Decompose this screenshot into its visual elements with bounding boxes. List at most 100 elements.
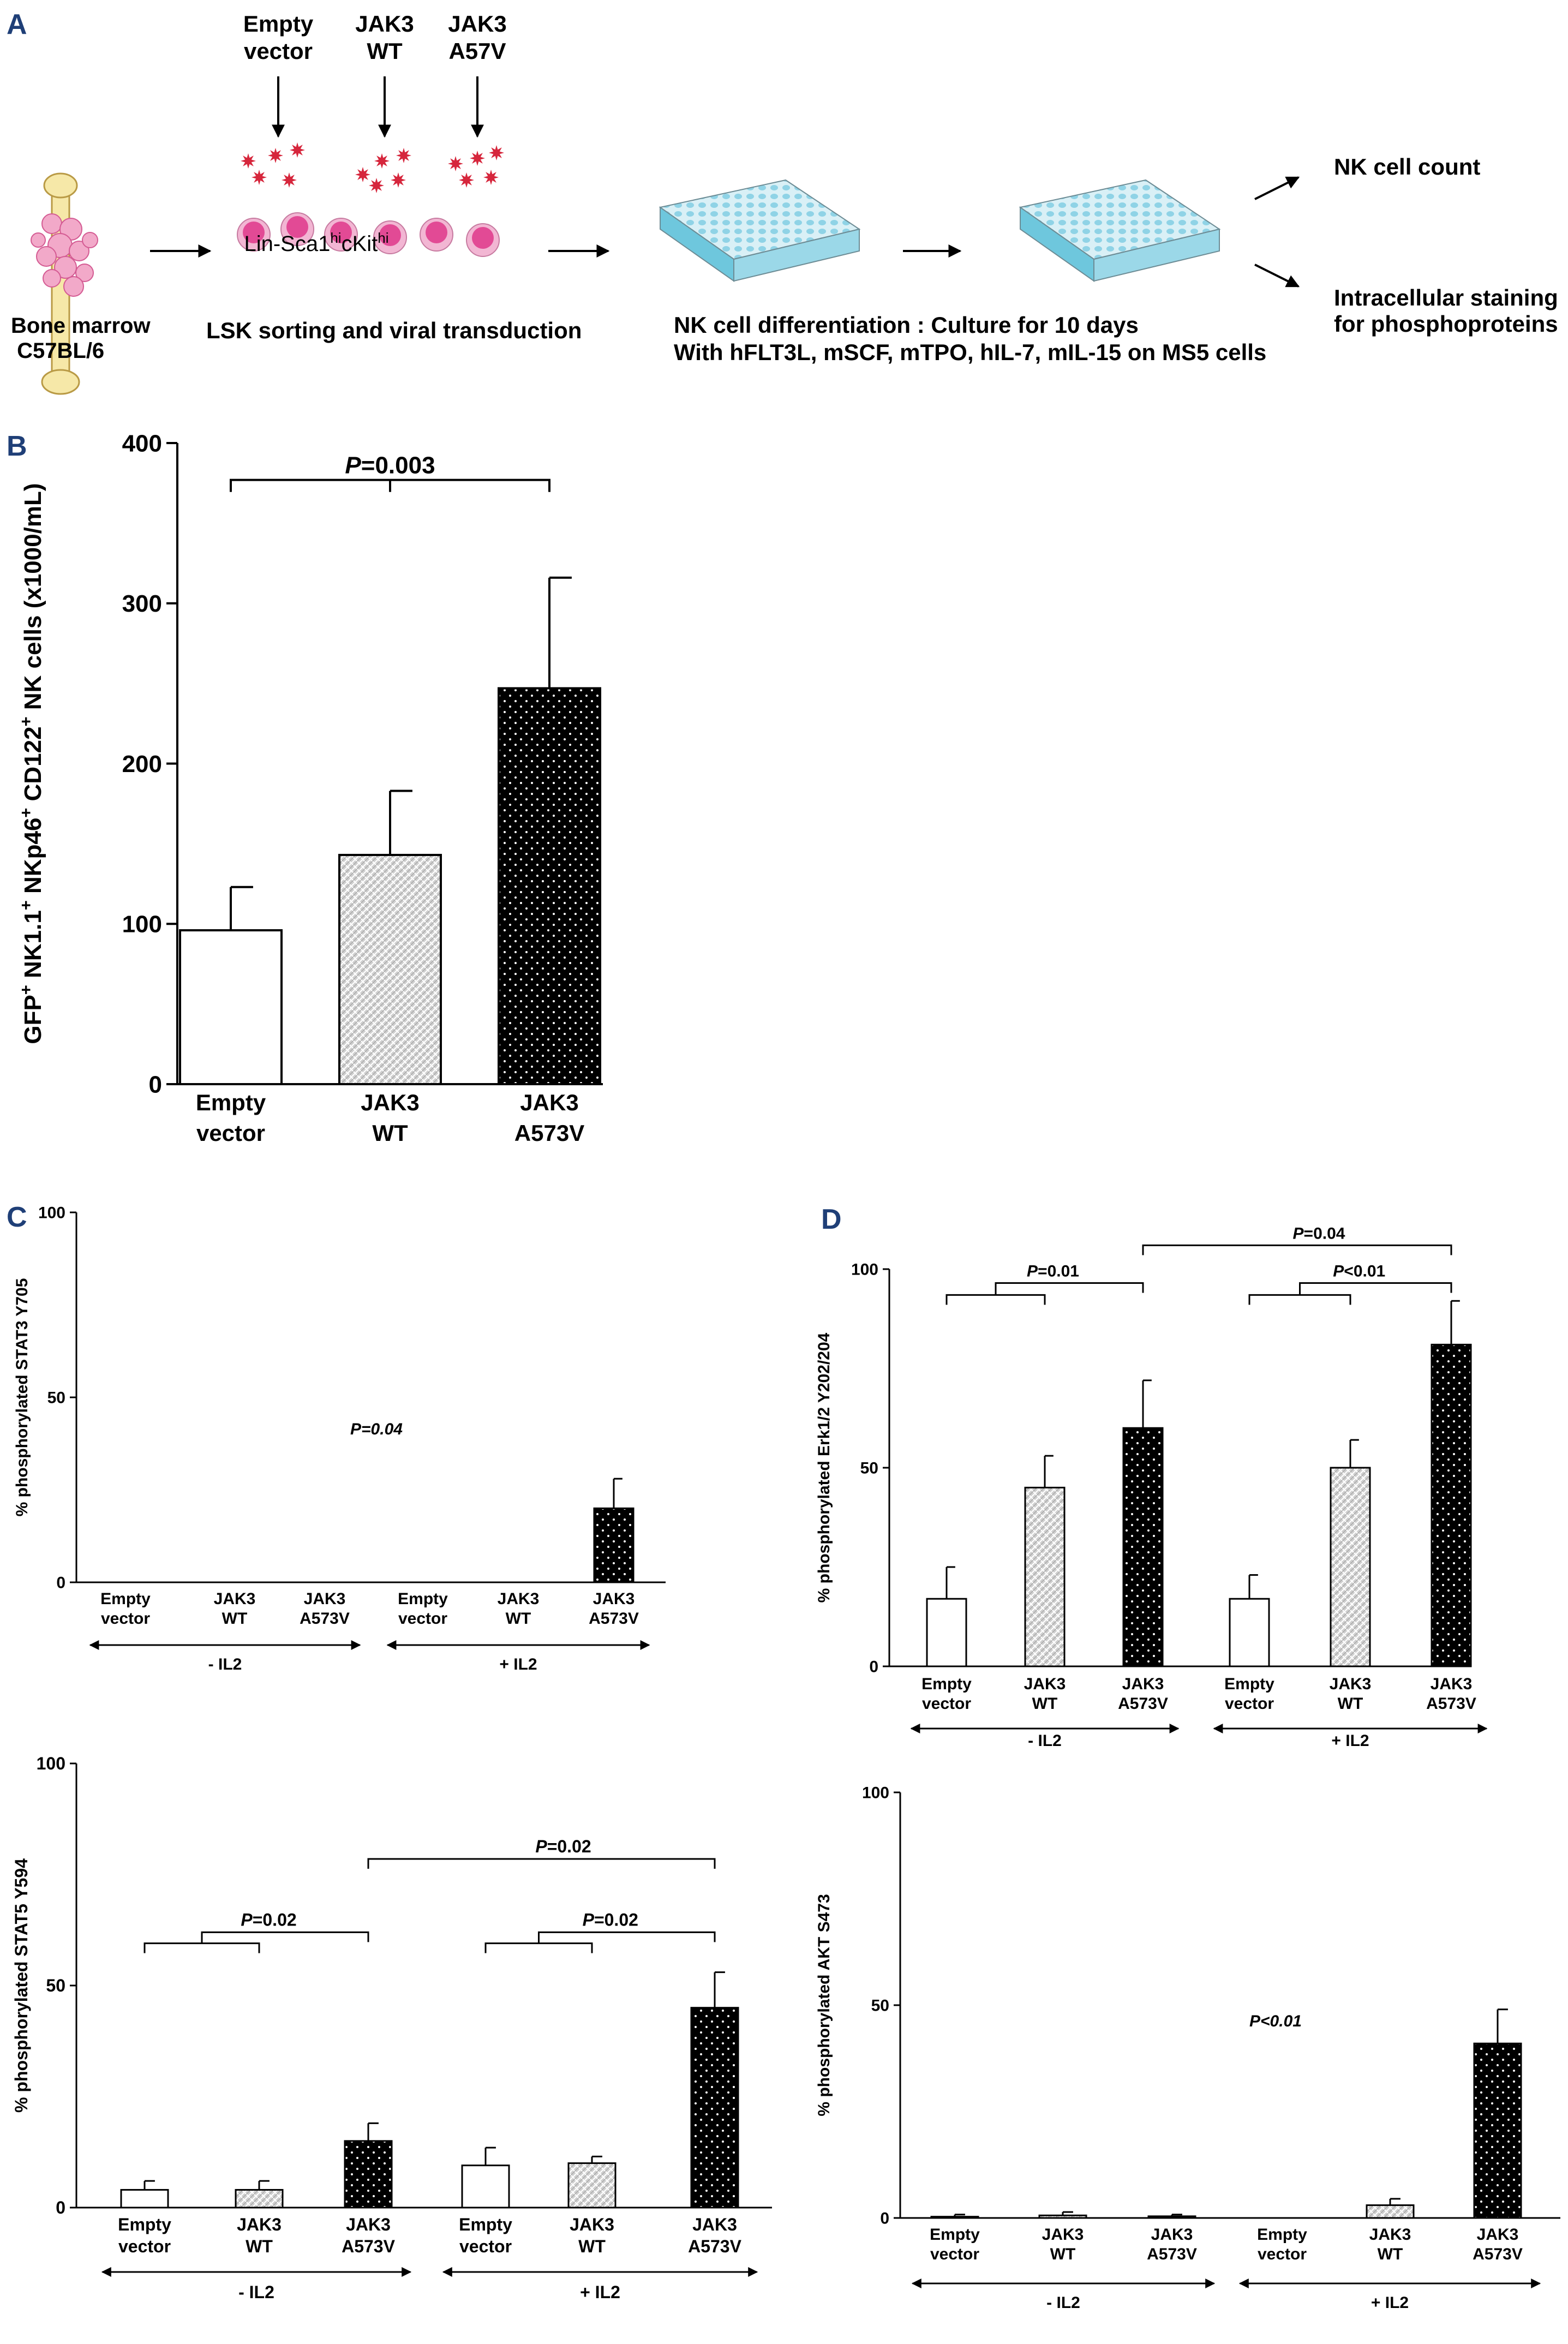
category-label: JAK3 A573V: [688, 2215, 742, 2256]
virus-icon: [252, 170, 267, 185]
significance-bracket-inner: [1248, 1294, 1351, 1305]
group-label: + IL2: [1371, 2294, 1409, 2312]
y-tick-label: 100: [862, 1784, 889, 1802]
group-label: + IL2: [1331, 1732, 1369, 1750]
virus-particles: [241, 142, 504, 193]
p-value-label: P=0.04: [350, 1420, 403, 1438]
p-value-label: P=0.02: [535, 1837, 591, 1856]
virus-icon: [483, 170, 499, 185]
category-label: JAK3 A573V: [1426, 1675, 1476, 1713]
y-tick-label: 0: [869, 1658, 878, 1676]
y-tick-label: 200: [122, 751, 162, 778]
cell-nucleus-icon: [286, 216, 308, 238]
charts: B 0 100 200 300 400 GFP+ NK1.1+ NKp46+ CD122+ …: [7, 430, 1560, 2312]
y-tick-label: 0: [56, 1574, 65, 1592]
significance-bracket-outer: [538, 1931, 716, 1944]
p-value-label: P=0.02: [583, 1910, 638, 1929]
bar-4: [567, 2162, 617, 2209]
group-label: - IL2: [1046, 2294, 1080, 2312]
y-tick-label: 100: [38, 1204, 65, 1222]
y-tick-label: 50: [871, 1997, 889, 2015]
culture-plate-icon-1: [659, 179, 861, 282]
category-label: Empty vector: [1257, 2226, 1307, 2263]
y-axis-label: % phosphorylated AKT S473: [815, 1894, 833, 2116]
lsk-sorting-label: LSK sorting and viral transduction: [206, 318, 582, 343]
chart-c1: C 0 50 100 % phosphorylated STAT3 Y705 Empty v…: [7, 1201, 666, 1673]
category-label: JAK3 A573V: [300, 1590, 350, 1628]
y-tick-label: 100: [122, 911, 162, 938]
cell-nucleus-icon: [330, 222, 352, 243]
bar-2: [344, 2140, 393, 2209]
lsk-cells: [237, 212, 500, 257]
panel-letter-b: B: [7, 430, 27, 462]
bar-0: [179, 929, 283, 1085]
bar-2: [1147, 2215, 1196, 2219]
category-label: JAK3 A573V: [1473, 2226, 1523, 2263]
y-tick-label: 0: [880, 2210, 889, 2228]
culture-plate-icon-2: [1019, 179, 1221, 282]
virus-icon: [489, 145, 504, 160]
category-label: JAK3 WT: [1042, 2226, 1084, 2263]
virus-icon: [470, 151, 485, 166]
vector-label-0: Empty vector: [243, 11, 314, 64]
bone-icon: [31, 172, 98, 395]
category-label: JAK3 A573V: [342, 2215, 396, 2256]
y-tick-label: 0: [56, 2198, 65, 2217]
bar-0: [120, 2188, 169, 2209]
y-axis-label: % phosphorylated STAT3 Y705: [13, 1278, 31, 1517]
group-label: + IL2: [499, 1655, 537, 1673]
virus-icon: [459, 172, 474, 188]
category-label: JAK3 A573V: [514, 1090, 584, 1146]
panel-a: A Empty vector JAK3 WT JAK3 A57V Lin-Sca1hicK…: [7, 9, 1558, 395]
significance-bracket-outer: [995, 1282, 1144, 1295]
chart-d1: D 0 50 100 % phosphorylated Erk1/2 Y202/204 E…: [815, 1204, 1488, 1750]
chart-c2: 0 50 100 % phosphorylated STAT5 Y594 Empty ve…: [11, 1754, 772, 2302]
p-value-label: P=0.02: [241, 1910, 296, 1929]
category-label: Empty vector: [459, 2215, 512, 2256]
culture-label-line2: With hFLT3L, mSCF, mTPO, hIL-7, mIL-15 o…: [674, 339, 1266, 365]
bar-5: [1431, 1343, 1472, 1667]
virus-icon: [290, 142, 305, 158]
significance-bracket-inner: [945, 1294, 1046, 1305]
category-label: Empty vector: [930, 2226, 980, 2263]
significance-bracket-outer: [201, 1931, 369, 1944]
bar-2: [1122, 1427, 1164, 1667]
p-value-label: P<0.01: [1333, 1262, 1385, 1280]
bar-3: [461, 2164, 510, 2209]
y-tick-label: 400: [122, 430, 162, 457]
bar-5: [1473, 2042, 1522, 2219]
category-label: JAK3 A573V: [1147, 2226, 1197, 2263]
bar-3: [1229, 1598, 1270, 1667]
group-label: + IL2: [580, 2282, 620, 2302]
significance-bracket-inner: [143, 1942, 260, 1953]
category-label: JAK3 WT: [1369, 2226, 1411, 2263]
significance-bracket-inner: [484, 1942, 593, 1953]
category-label: JAK3 WT: [237, 2215, 282, 2256]
category-label: Empty vector: [196, 1090, 266, 1146]
virus-icon: [241, 153, 256, 169]
bar-5: [593, 1507, 635, 1583]
virus-icon: [282, 172, 297, 188]
y-tick-label: 0: [149, 1071, 162, 1098]
virus-icon: [391, 172, 406, 188]
arrow-to-staining: [1254, 264, 1300, 288]
y-tick-label: 50: [46, 1976, 65, 1995]
group-label: - IL2: [238, 2282, 274, 2302]
bar-0: [926, 1598, 967, 1667]
bar-4: [1366, 2204, 1415, 2219]
virus-icon: [448, 156, 463, 171]
y-tick-label: 50: [47, 1389, 65, 1407]
virus-icon: [374, 153, 390, 169]
category-label: JAK3 WT: [498, 1590, 540, 1628]
panel-letter-d: D: [821, 1204, 842, 1235]
category-label: Empty vector: [100, 1590, 151, 1628]
category-label: Empty vector: [398, 1590, 448, 1628]
arrow-to-nk-count: [1254, 176, 1300, 200]
category-label: JAK3 A573V: [589, 1590, 639, 1628]
category-label: Empty vector: [118, 2215, 171, 2256]
p-value-label: P=0.01: [1027, 1262, 1079, 1280]
category-label: JAK3 WT: [1024, 1675, 1066, 1713]
category-label: JAK3 WT: [1330, 1675, 1372, 1713]
cell-nucleus-icon: [243, 222, 265, 243]
